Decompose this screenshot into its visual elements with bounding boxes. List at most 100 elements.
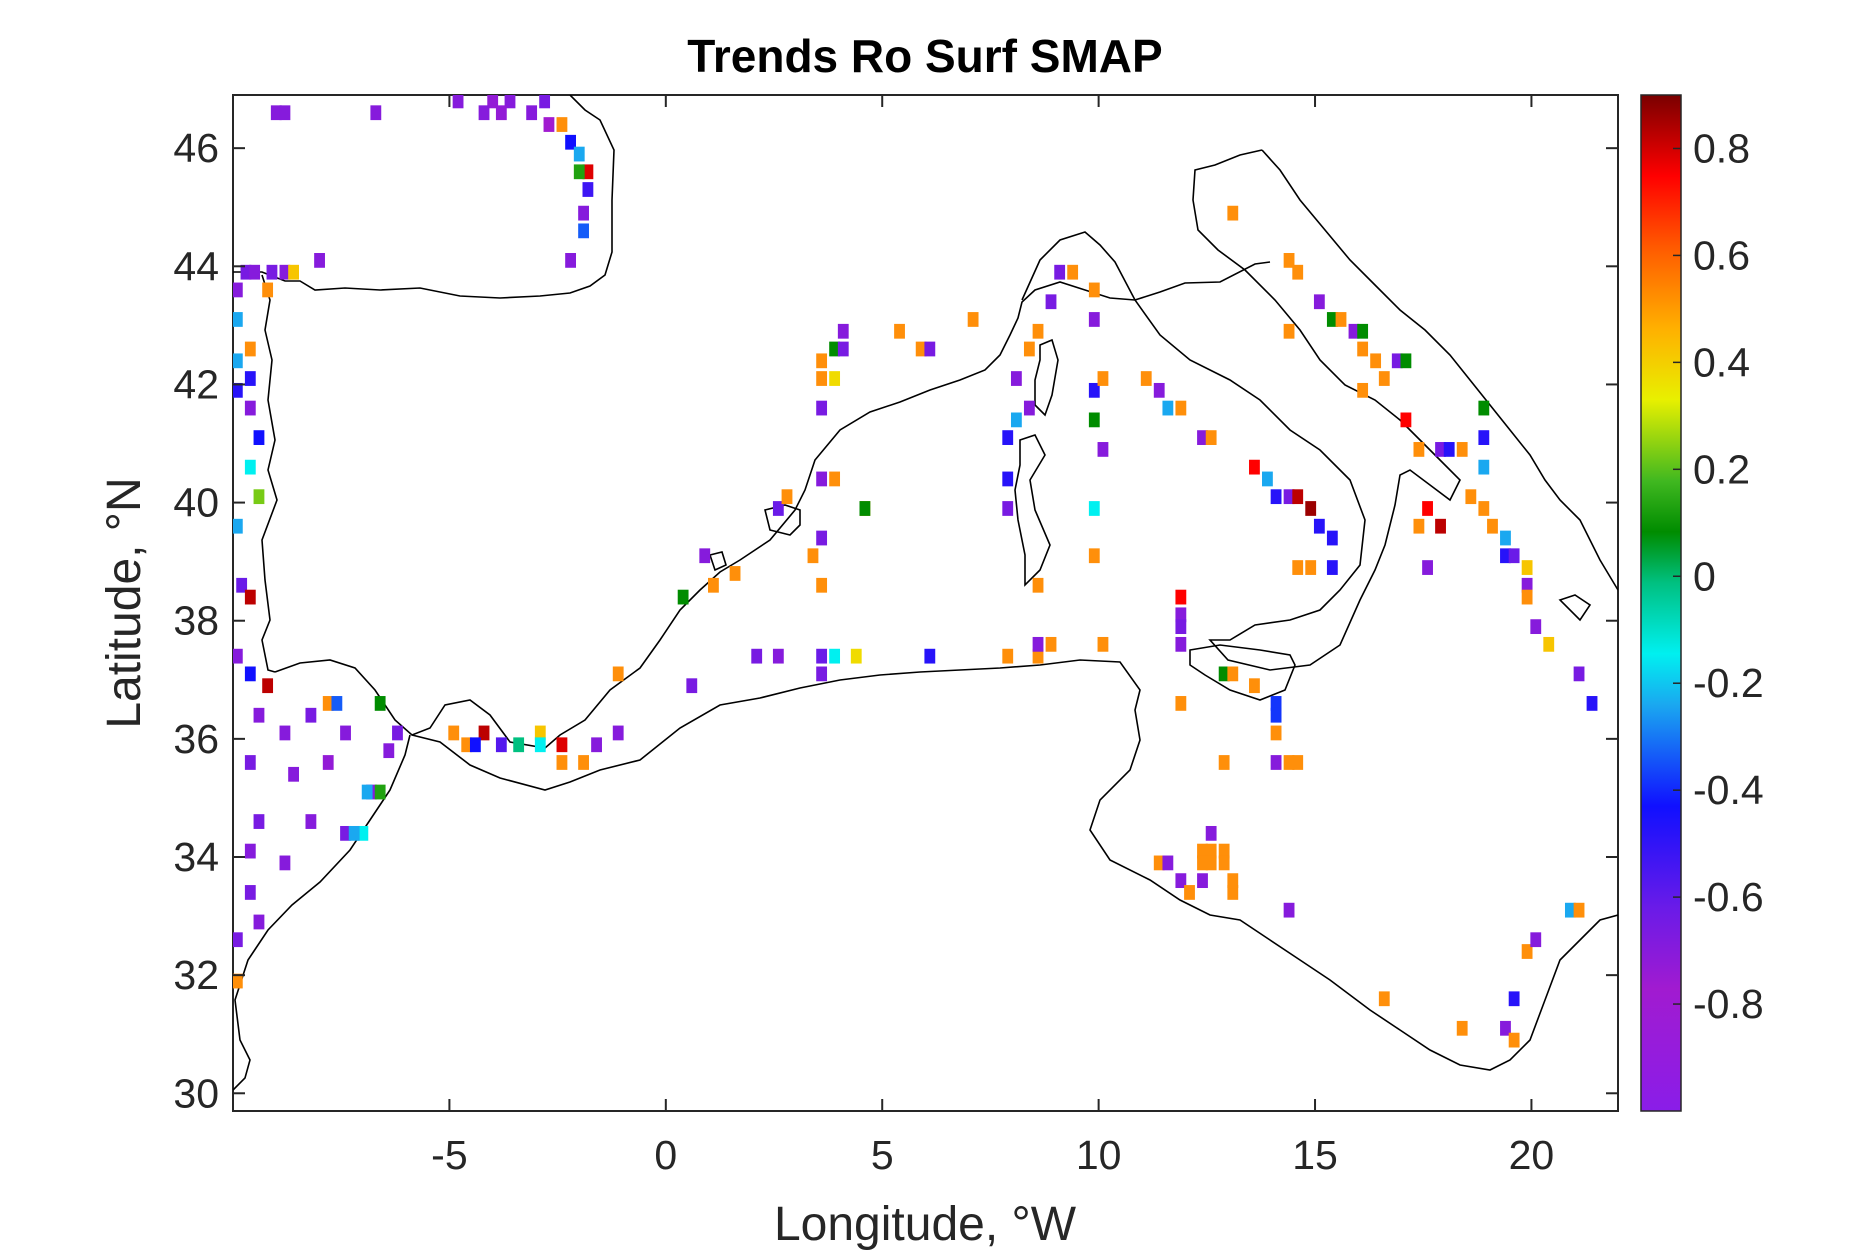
y-axis: 30 32 34 36 38 40 42 44 46 [173,125,1618,1116]
trend-cell [374,696,386,711]
trend-cell [1249,459,1260,475]
trend-cell [967,312,979,327]
trend-cell [578,755,589,770]
trend-cell [504,95,516,109]
trend-cell [1097,442,1109,457]
trend-cell [244,371,256,386]
trend-cell [582,164,594,180]
coastline-africa-north [411,659,1618,1071]
trend-cell [578,223,589,239]
trend-cell [1530,619,1542,635]
trend-cell [816,371,828,386]
trend-cell [1088,501,1100,516]
trend-cell [1573,902,1585,918]
trend-cell [1283,755,1295,770]
colorbar-tick-label: 0.4 [1693,339,1750,385]
trend-cell [279,264,291,280]
trend-cell [1378,371,1390,386]
colorbar-tick-label: 0.6 [1693,232,1750,278]
trend-cell [1032,648,1044,664]
trend-cell [1175,636,1187,652]
trend-cell [816,577,828,593]
trend-cell [233,382,243,398]
trend-cell [383,743,395,759]
trend-cell [1357,323,1369,339]
trend-cell [1218,843,1230,859]
coastline-crete-west-greece [1558,594,1592,622]
trend-cell [816,666,828,682]
trend-cell [1205,825,1217,841]
coastline-corsica [1034,338,1059,417]
trend-cell [279,725,291,741]
trend-cell [1197,873,1208,889]
coastline-layer [233,95,1618,1091]
trend-cell [1564,902,1576,918]
trend-cell [1088,312,1100,327]
trend-cell [1292,489,1304,505]
trend-cell [1478,501,1490,516]
coastline-adriatic-balkans [1261,149,1618,591]
trend-cell [543,117,555,132]
trend-cell [305,814,317,829]
y-tick-label: 30 [173,1070,219,1116]
trend-cell [1162,855,1174,871]
trend-cell [1508,991,1520,1007]
trend-cell [1478,430,1490,445]
trend-cell [1413,442,1425,457]
trend-cell [1175,400,1187,416]
trend-cell [1227,873,1239,889]
coastline-balearic-majorca [764,504,801,536]
trend-cell [262,282,274,298]
trend-cell [244,341,256,357]
trend-cell [1002,501,1014,516]
plot-area [232,94,1619,1112]
trend-cell [1175,873,1187,889]
trend-cell [751,648,763,664]
trend-cell [1326,530,1338,546]
trend-cell [1270,707,1282,723]
trend-cell [1326,312,1338,327]
trend-cell [1010,371,1022,386]
trend-cell [699,548,711,564]
trend-cell [1521,577,1533,593]
trend-cell [1262,471,1273,487]
trend-cell [612,725,624,741]
trend-cell [279,105,291,121]
trend-cell [236,577,248,593]
trend-cell [244,400,256,416]
trend-cell [816,471,828,487]
trend-cell [253,914,265,930]
trend-cell [1370,353,1382,369]
trend-cell [1283,323,1295,339]
trend-cell [374,784,386,800]
trend-cell [781,489,793,505]
trend-cell [253,707,265,723]
trend-cell [1422,560,1433,575]
trend-cell [565,253,577,268]
trend-cell [1500,530,1511,546]
trend-cell [807,548,819,564]
trend-cell [244,755,256,770]
trend-cell [1227,885,1239,900]
trend-cell [1292,264,1304,280]
trend-cell [249,264,261,280]
trend-cell [1205,843,1217,859]
trend-cell [534,737,546,753]
trend-cell [1175,589,1187,605]
trend-cell [288,264,300,280]
trend-cell [1045,294,1057,310]
trend-cell [915,341,927,357]
trend-cell [1348,323,1360,339]
trend-cell [1478,459,1490,475]
trend-cell [233,973,243,989]
trend-cell [233,518,243,534]
trend-cell [829,648,841,664]
trend-cell [1313,294,1325,310]
trend-cell [361,784,373,800]
trend-cell [233,353,243,369]
trend-cell [478,725,490,741]
trend-cell [772,648,784,664]
trend-cell [305,707,317,723]
trend-cell [288,766,300,782]
trend-cell [1045,636,1057,652]
